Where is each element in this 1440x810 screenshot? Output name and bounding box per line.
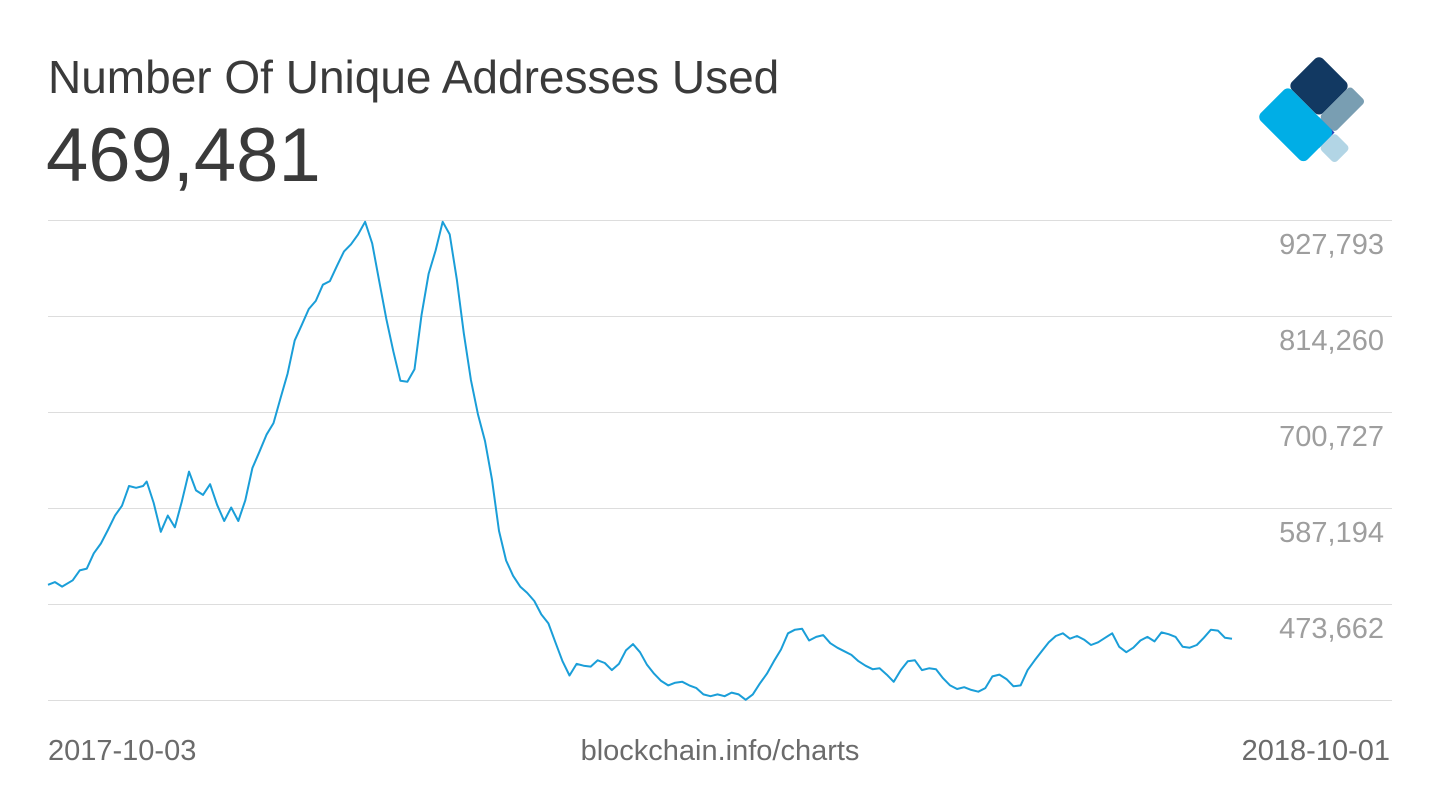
series-line <box>47 220 1233 701</box>
logo-tile-dark-navy <box>1290 57 1348 115</box>
source-link[interactable]: blockchain.info/charts <box>580 735 860 767</box>
logo-tile-slate <box>1320 87 1365 131</box>
y-axis-ticks: 927,793 814,260 700,727 587,194 473,662 <box>1279 229 1384 645</box>
y-tick-label: 927,793 <box>1279 229 1384 261</box>
blockchain-logo-icon <box>1259 57 1365 163</box>
y-tick-label: 587,194 <box>1279 517 1384 549</box>
y-tick-label: 473,662 <box>1279 613 1384 645</box>
current-value: 469,481 <box>46 113 321 198</box>
chart-title: Number Of Unique Addresses Used <box>48 51 780 103</box>
y-tick-label: 700,727 <box>1279 421 1384 453</box>
logo-tile-light-blue <box>1320 134 1349 163</box>
x-axis-start-label: 2017-10-03 <box>48 735 197 767</box>
x-axis-end-label: 2018-10-01 <box>1241 735 1390 767</box>
logo-tile-cyan <box>1259 88 1333 162</box>
gridlines <box>48 220 1392 701</box>
y-tick-label: 814,260 <box>1279 325 1384 357</box>
